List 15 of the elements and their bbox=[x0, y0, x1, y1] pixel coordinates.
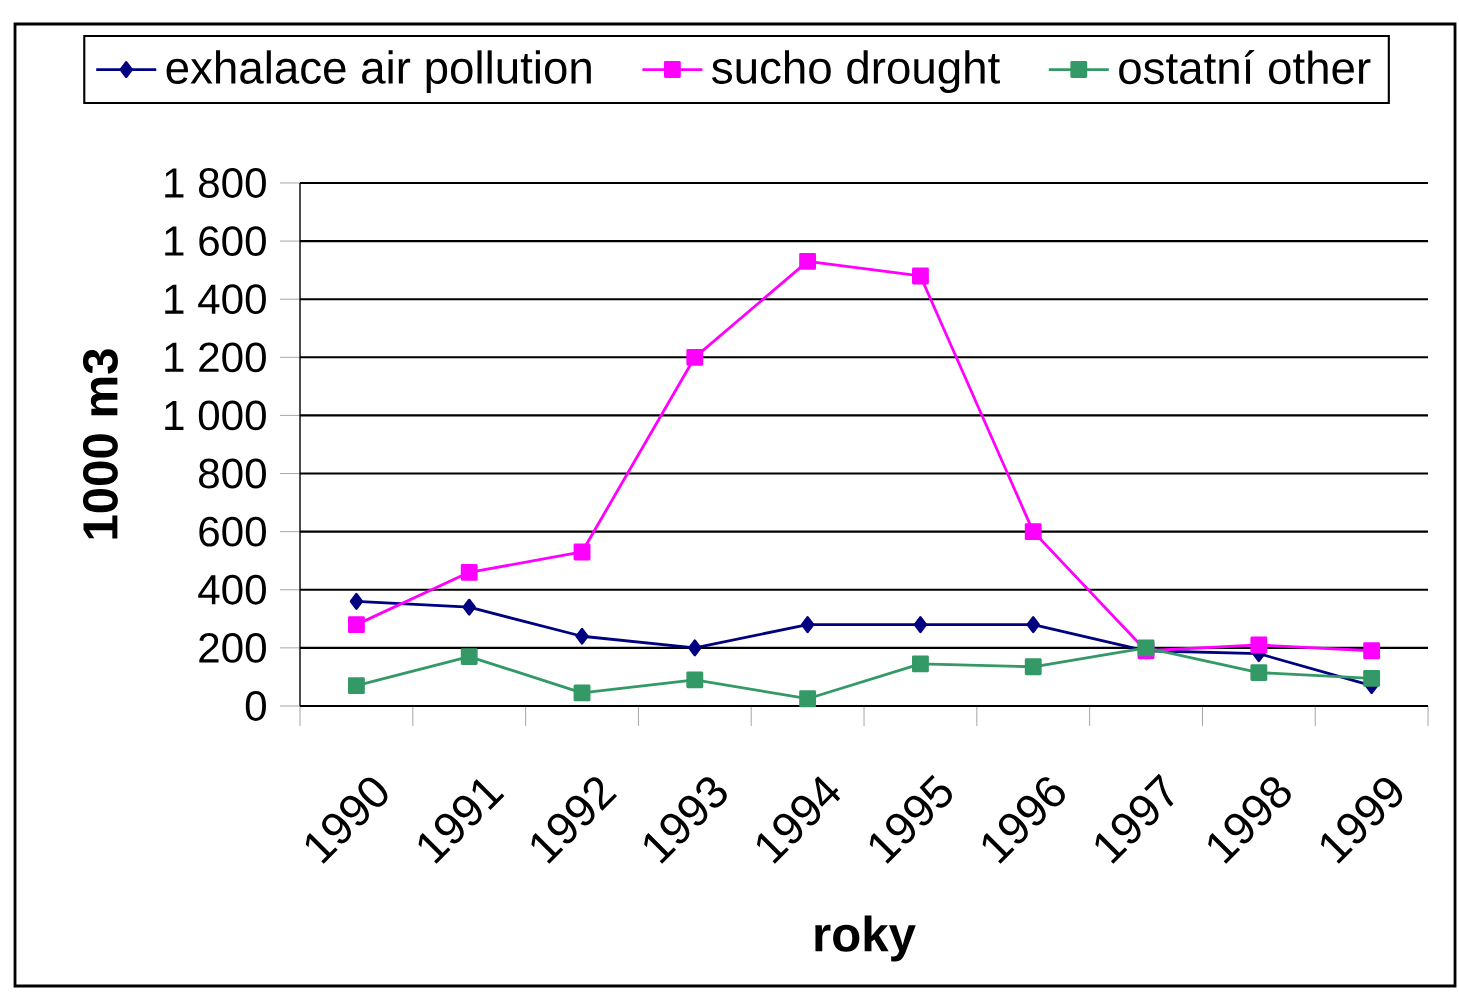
y-tick-label: 400 bbox=[198, 574, 266, 605]
legend-label: ostatní other bbox=[1119, 50, 1371, 85]
y-tick-label: 1 200 bbox=[165, 342, 266, 373]
x-axis-title: roky bbox=[815, 915, 916, 962]
y-tick-label: 800 bbox=[199, 458, 266, 489]
y-axis-title: 1000 m3 bbox=[82, 349, 118, 539]
legend-label: exhalace air pollution bbox=[166, 50, 591, 93]
y-tick-label: 600 bbox=[199, 516, 266, 547]
y-tick-label: 1 400 bbox=[165, 284, 266, 315]
y-tick-label: 200 bbox=[199, 632, 266, 663]
y-tick-label: 0 bbox=[245, 691, 266, 721]
y-tick-label: 1 000 bbox=[165, 400, 266, 431]
legend-label: sucho drought bbox=[712, 50, 1000, 93]
y-tick-label: 1 600 bbox=[165, 226, 266, 256]
y-tick-label: 1 800 bbox=[165, 168, 266, 198]
